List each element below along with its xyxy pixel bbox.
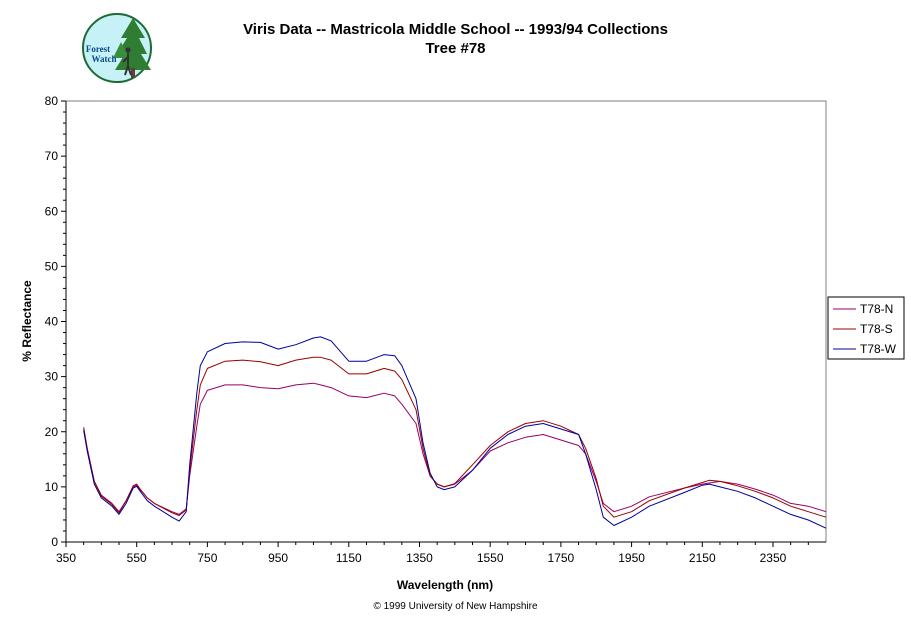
legend: T78-N T78-S T78-W xyxy=(827,296,905,360)
copyright-text: © 1999 University of New Hampshire xyxy=(373,601,538,612)
legend-label: T78-N xyxy=(860,302,893,316)
plot-area xyxy=(65,100,827,543)
tree-icon xyxy=(113,18,151,78)
x-tick-label: 2150 xyxy=(689,551,716,565)
series-line-t78-s xyxy=(83,356,827,518)
x-tick-label: 350 xyxy=(56,551,76,565)
chart-subtitle: Tree #78 xyxy=(425,40,486,57)
y-tick-label: 0 xyxy=(51,535,58,549)
y-tick-label: 60 xyxy=(45,204,59,218)
forest-watch-logo: Forest Watch xyxy=(82,13,152,83)
y-tick-label: 40 xyxy=(45,315,59,329)
y-tick-label: 20 xyxy=(45,425,59,439)
x-tick-label: 1350 xyxy=(406,551,433,565)
logo-line2: Watch xyxy=(91,54,116,64)
chart-title: Viris Data -- Mastricola Middle School -… xyxy=(243,21,668,38)
x-tick-label: 1750 xyxy=(548,551,575,565)
logo-line1: Forest xyxy=(86,44,110,54)
x-tick-label: 550 xyxy=(127,551,147,565)
y-axis-title: % Reflectance xyxy=(20,280,34,362)
series-layer xyxy=(83,336,827,529)
legend-items: T78-N T78-S T78-W xyxy=(833,302,897,356)
person-icon xyxy=(122,47,132,76)
y-tick-label: 80 xyxy=(45,94,59,108)
x-tick-label: 1550 xyxy=(477,551,504,565)
y-tick-label: 50 xyxy=(45,259,59,273)
axes-layer: 0 10 20 30 40 50 60 70 80 350 550 750 950 1150 1350 155… xyxy=(45,94,826,565)
x-tick-label: 1150 xyxy=(336,551,362,565)
x-tick-label: 750 xyxy=(197,551,217,565)
x-tick-label: 1950 xyxy=(618,551,645,565)
x-tick-label: 2350 xyxy=(760,551,787,565)
x-axis-title: Wavelength (nm) xyxy=(397,578,493,592)
series-line-t78-w xyxy=(83,336,827,529)
y-tick-label: 30 xyxy=(45,370,59,384)
chart-header: Viris Data -- Mastricola Middle School -… xyxy=(0,21,911,57)
legend-label: T78-S xyxy=(860,322,893,336)
y-tick-label: 10 xyxy=(45,480,59,494)
x-tick-label: 950 xyxy=(268,551,288,565)
legend-label: T78-W xyxy=(860,342,897,356)
y-tick-label: 70 xyxy=(45,149,59,163)
